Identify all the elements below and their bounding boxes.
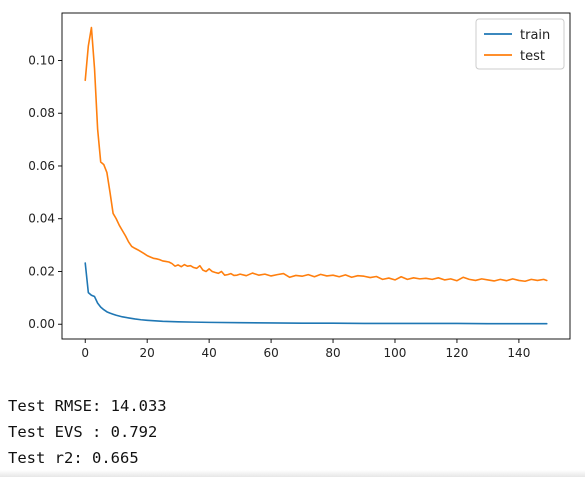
x-tick-label: 40 — [201, 346, 216, 360]
y-tick-label: 0.04 — [28, 212, 55, 226]
y-tick-label: 0.10 — [28, 53, 55, 67]
y-tick-label: 0.06 — [28, 159, 55, 173]
y-tick-label: 0.08 — [28, 106, 55, 120]
legend: train test — [476, 19, 564, 69]
y-tick-label: 0.02 — [28, 264, 55, 278]
x-tick-label: 140 — [507, 346, 530, 360]
x-tick-label: 80 — [325, 346, 340, 360]
x-tick-label: 120 — [445, 346, 468, 360]
x-tick-label: 20 — [140, 346, 155, 360]
x-tick-label: 100 — [384, 346, 407, 360]
output-line-r2: Test r2: 0.665 — [8, 445, 167, 471]
output-line-rmse: Test RMSE: 14.033 — [8, 393, 167, 419]
cell-output: Test RMSE: 14.033 Test EVS : 0.792 Test … — [8, 393, 167, 471]
legend-label-train: train — [520, 28, 550, 43]
scroll-edge — [0, 470, 585, 477]
chart-svg: 0 20 40 60 80 100 120 140 0.00 0.02 0.04 0.06 0.08 0.… — [0, 0, 585, 385]
x-tick-label: 0 — [81, 346, 89, 360]
legend-label-test: test — [520, 49, 545, 64]
output-line-evs: Test EVS : 0.792 — [8, 419, 167, 445]
line-chart: 0 20 40 60 80 100 120 140 0.00 0.02 0.04 0.06 0.08 0.… — [0, 0, 585, 385]
x-tick-label: 60 — [263, 346, 278, 360]
plot-layer — [85, 28, 547, 324]
y-tick-label: 0.00 — [28, 317, 55, 331]
series-line-train — [85, 263, 547, 324]
